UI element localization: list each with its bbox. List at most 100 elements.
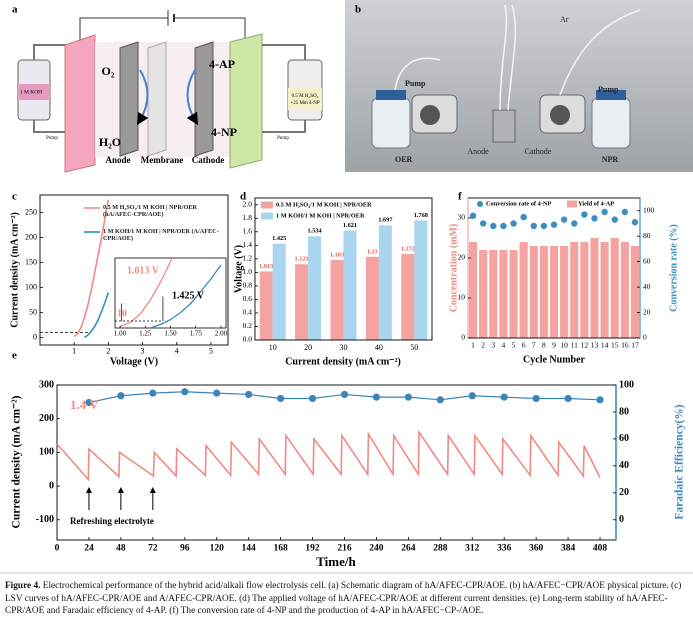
y-tick-label: 80 [643, 231, 651, 240]
panel-label: f [458, 191, 462, 203]
y-tick-label: 0 [461, 333, 465, 342]
legend-swatch [261, 201, 273, 209]
y-tick-label: 1.0 [243, 267, 253, 276]
x-tick-label: 2.00 [215, 330, 228, 338]
x-tick-label: 168 [273, 543, 288, 553]
bar [610, 238, 619, 338]
bar [519, 242, 528, 338]
bar [272, 243, 286, 340]
scatter-point [560, 216, 568, 223]
inset-line-series [119, 258, 173, 328]
y-axis-title: Current density (mA cm⁻²) [9, 212, 20, 328]
scatter-point [550, 221, 558, 228]
scatter-point [245, 390, 253, 399]
scatter-point [436, 396, 444, 404]
bottle-cap [596, 90, 626, 100]
x-axis-title: Current density (mA cm⁻²) [285, 356, 401, 367]
bar [295, 264, 309, 340]
y-axis-title: Current density (mA cm⁻²) [11, 395, 23, 528]
y-tick-label: 1.2 [243, 254, 253, 263]
x-tick-label: 7 [532, 341, 536, 350]
value-label: 1.183 [330, 251, 344, 258]
x-tick-label: 16 [621, 341, 629, 350]
x-tick-label: 1.25 [139, 330, 152, 338]
photo-label: Pump [405, 79, 426, 88]
scatter-point [181, 388, 189, 396]
bar [330, 260, 344, 340]
x-tick-label: 11 [571, 341, 578, 350]
scatter-point [611, 216, 618, 223]
component-label: Anode [105, 155, 130, 165]
bar [509, 250, 518, 338]
bottle [371, 97, 411, 149]
bar [630, 246, 639, 338]
y-tick-label: 10 [458, 293, 466, 302]
photo-label: Cathode [525, 147, 552, 156]
caption-label: Figure 4. [5, 581, 41, 591]
component-label: Cathode [192, 155, 225, 165]
x-tick-label: 216 [337, 543, 352, 553]
y-tick-label: 0.4 [243, 308, 253, 317]
x-tick-label: 1.50 [164, 330, 177, 338]
photo-label: Ar [560, 15, 569, 24]
x-tick-label: 0 [55, 543, 60, 553]
panel-label: d [240, 191, 246, 203]
tank-label: 1 M KOH [20, 89, 42, 95]
x-tick-label: 14 [601, 341, 609, 350]
bar [580, 242, 589, 338]
scatter-point [117, 392, 125, 400]
plot-frame [39, 194, 229, 346]
x-tick-label: 3 [491, 341, 495, 350]
x-tick-label: 264 [401, 543, 416, 553]
pump-label: Pump [46, 136, 58, 141]
species-label: H₂O [99, 135, 121, 149]
y-axis-title: Concentration (mM) [448, 224, 459, 313]
bar [343, 230, 357, 340]
x-tick-label: 120 [210, 543, 225, 553]
bar [414, 220, 428, 340]
y-tick-label: 20 [643, 307, 651, 316]
y-tick-label: 0 [643, 333, 647, 342]
panel-label: b [355, 4, 361, 16]
legend-swatch [261, 212, 273, 220]
caption-text: Electrochemical performance of the hybri… [5, 581, 682, 617]
y-tick-label: 100 [619, 379, 634, 390]
scatter-point [591, 215, 598, 222]
legend-label: 1 M KOH/1 M KOH | NPR/OER [276, 212, 365, 219]
species-label: O₂ [102, 64, 115, 78]
component-label: Membrane [141, 155, 184, 165]
x-tick-label: 2 [106, 347, 110, 356]
legend-label: Conversion rate of 4-NP [486, 200, 551, 207]
cell [492, 109, 516, 143]
scatter-point [468, 392, 476, 400]
photo-label: OER [395, 155, 413, 164]
value-label: 1.013 [259, 263, 273, 270]
x-tick-label: 13 [591, 341, 599, 350]
scatter-point [479, 220, 487, 227]
scatter-point [601, 208, 608, 216]
bottle-cap [376, 90, 406, 100]
x-tick-label: 15 [611, 341, 619, 350]
scatter-point [564, 394, 572, 403]
x-tick-label: 24 [84, 543, 94, 553]
legend-item: 0.5 M H₂SO₄/1 M KOH | NPR/OER (hA/AFEC-C… [103, 204, 197, 218]
x-tick-label: 10 [269, 343, 277, 352]
bar [549, 246, 559, 338]
scatter-point [540, 222, 548, 230]
bar [378, 225, 392, 340]
scatter-point [510, 220, 517, 227]
y-tick-label: 0 [49, 480, 54, 491]
bottle [591, 97, 631, 149]
pump-label: Pump [277, 136, 289, 141]
scatter-point [500, 393, 508, 401]
y-tick-label: 300 [39, 379, 54, 390]
scatter-point [500, 222, 507, 230]
species-label: 4-NP [211, 125, 237, 139]
x-tick-label: 96 [180, 543, 190, 553]
y-tick-label: 40 [643, 282, 651, 291]
bar [529, 246, 538, 338]
value-label: 1.534 [308, 228, 323, 235]
tube [33, 120, 65, 133]
left-tank-liquid [18, 84, 50, 100]
x-tick-label: 384 [561, 543, 576, 553]
